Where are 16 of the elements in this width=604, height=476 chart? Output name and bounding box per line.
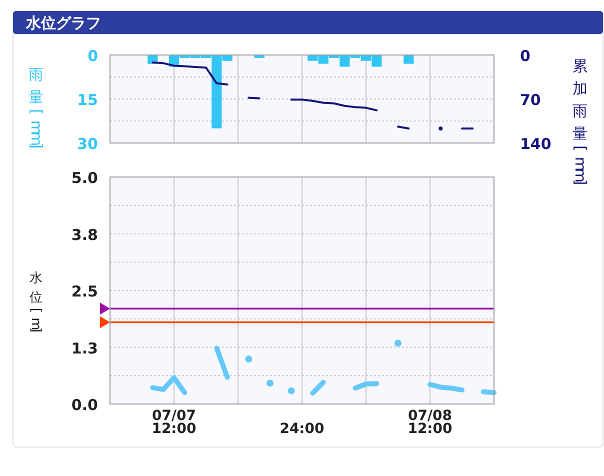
x-tick-label: 07/07 12:00 — [152, 408, 197, 437]
y-tick-label: 15 — [77, 91, 98, 109]
y2-tick-label: 70 — [520, 91, 541, 109]
chart-title: 水位グラフ — [25, 14, 101, 32]
x-tick-label: 24:00 — [280, 421, 325, 437]
y-tick-label: 1.3 — [71, 339, 98, 358]
y-tick-label: 2.5 — [71, 282, 98, 300]
y-tick-label: 5.0 — [71, 169, 98, 187]
x-tick-label: 07/08 12:00 — [408, 408, 453, 437]
y-tick-label: 0.0 — [71, 396, 98, 414]
y-tick-label: 0 — [88, 47, 98, 65]
y-tick-label: 3.8 — [71, 226, 98, 244]
y2-tick-label: 140 — [520, 135, 552, 153]
y-axis-title: 水位[m] — [28, 271, 44, 332]
y2-tick-label: 0 — [520, 47, 530, 65]
y-tick-label: 30 — [77, 135, 98, 153]
